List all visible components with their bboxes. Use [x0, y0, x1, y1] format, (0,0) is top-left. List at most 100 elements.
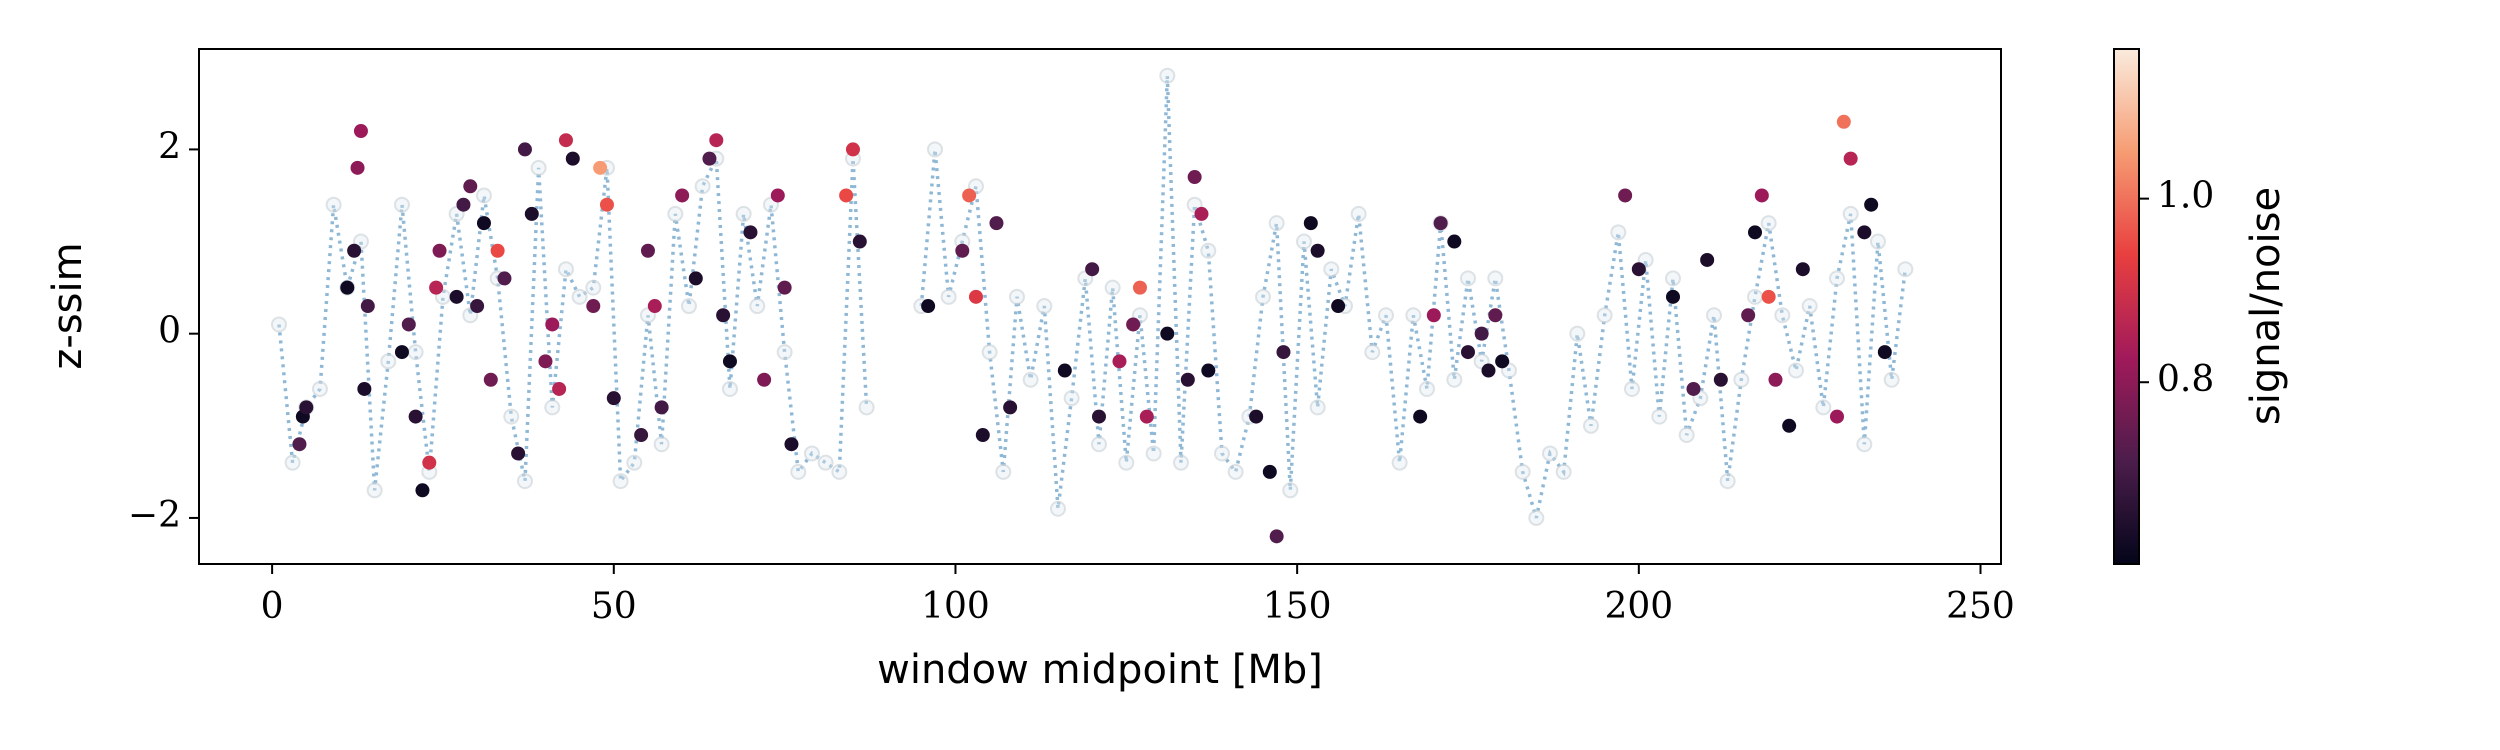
background-point: [749, 298, 766, 315]
point: [1433, 216, 1448, 231]
background-point: [311, 380, 328, 397]
point: [921, 299, 936, 314]
point: [350, 160, 365, 175]
background-point: [694, 178, 711, 195]
point: [1160, 326, 1175, 341]
point: [340, 280, 355, 295]
background-point: [995, 463, 1012, 480]
point: [1795, 262, 1810, 277]
point: [1426, 308, 1441, 323]
point: [634, 428, 649, 443]
background-point: [1200, 242, 1217, 259]
point: [777, 280, 792, 295]
background-point: [516, 473, 533, 490]
point: [1747, 225, 1762, 240]
background-point: [284, 454, 301, 471]
background-point: [1787, 362, 1804, 379]
point: [716, 308, 731, 323]
point: [599, 197, 614, 212]
background-point: [1022, 371, 1039, 388]
point: [463, 179, 478, 194]
point: [1631, 262, 1646, 277]
point: [432, 243, 447, 258]
background-point: [1145, 445, 1162, 462]
background-point: [1377, 307, 1394, 324]
point: [1488, 308, 1503, 323]
point: [640, 243, 655, 258]
background-point: [1172, 454, 1189, 471]
point: [449, 289, 464, 304]
y-axis-label: z-ssim: [45, 242, 91, 369]
point: [955, 243, 970, 258]
point: [1857, 225, 1872, 240]
background-point: [1323, 261, 1340, 278]
background-point: [1623, 380, 1640, 397]
background-point: [530, 159, 547, 176]
point: [545, 317, 560, 332]
background-point: [1063, 390, 1080, 407]
background-point: [1213, 445, 1230, 462]
point: [975, 428, 990, 443]
background-point: [817, 454, 834, 471]
background-point: [1801, 298, 1818, 315]
colorbar: [2113, 48, 2140, 565]
background-point: [858, 399, 875, 416]
background-point: [981, 344, 998, 361]
point: [470, 299, 485, 314]
point: [709, 133, 724, 148]
background-point: [1528, 509, 1545, 526]
background-point: [1596, 307, 1613, 324]
background-point: [1459, 270, 1476, 287]
point: [1331, 299, 1346, 314]
point: [1713, 372, 1728, 387]
point: [1126, 317, 1141, 332]
point: [1003, 400, 1018, 415]
point: [743, 225, 758, 240]
background-point: [380, 353, 397, 370]
x-tick-label: 150: [1263, 586, 1332, 627]
point: [1700, 252, 1715, 267]
point: [839, 188, 854, 203]
background-point: [475, 187, 492, 204]
point: [357, 381, 372, 396]
background-point: [557, 261, 574, 278]
point: [1269, 529, 1284, 544]
background-point: [1350, 205, 1367, 222]
point: [845, 142, 860, 157]
background-point: [1774, 307, 1791, 324]
x-axis-label: window midpoint [Mb]: [877, 647, 1323, 693]
background-point: [1446, 371, 1463, 388]
background-point: [1828, 270, 1845, 287]
background-point: [585, 279, 602, 296]
background-point: [1295, 233, 1312, 250]
point: [1091, 409, 1106, 424]
point: [1262, 464, 1277, 479]
point: [497, 271, 512, 286]
background-point: [571, 288, 588, 305]
background-point: [1856, 436, 1873, 453]
point: [1836, 114, 1851, 129]
point: [606, 391, 621, 406]
point: [565, 151, 580, 166]
point: [770, 188, 785, 203]
point: [429, 280, 444, 295]
background-point: [1282, 482, 1299, 499]
background-point: [1268, 215, 1285, 232]
background-point: [1746, 288, 1763, 305]
point: [1843, 151, 1858, 166]
point: [1249, 409, 1264, 424]
point: [1829, 409, 1844, 424]
background-point: [940, 288, 957, 305]
point: [1877, 345, 1892, 360]
point: [401, 317, 416, 332]
x-tick-label: 50: [591, 586, 637, 627]
background-point: [803, 445, 820, 462]
y-tick-label: 0: [158, 311, 181, 352]
background-point: [1678, 427, 1695, 444]
point: [524, 206, 539, 221]
point: [1481, 363, 1496, 378]
point: [586, 299, 601, 314]
axes-frame: [198, 48, 2002, 565]
colorbar-tick-label: 1.0: [2157, 176, 2214, 217]
